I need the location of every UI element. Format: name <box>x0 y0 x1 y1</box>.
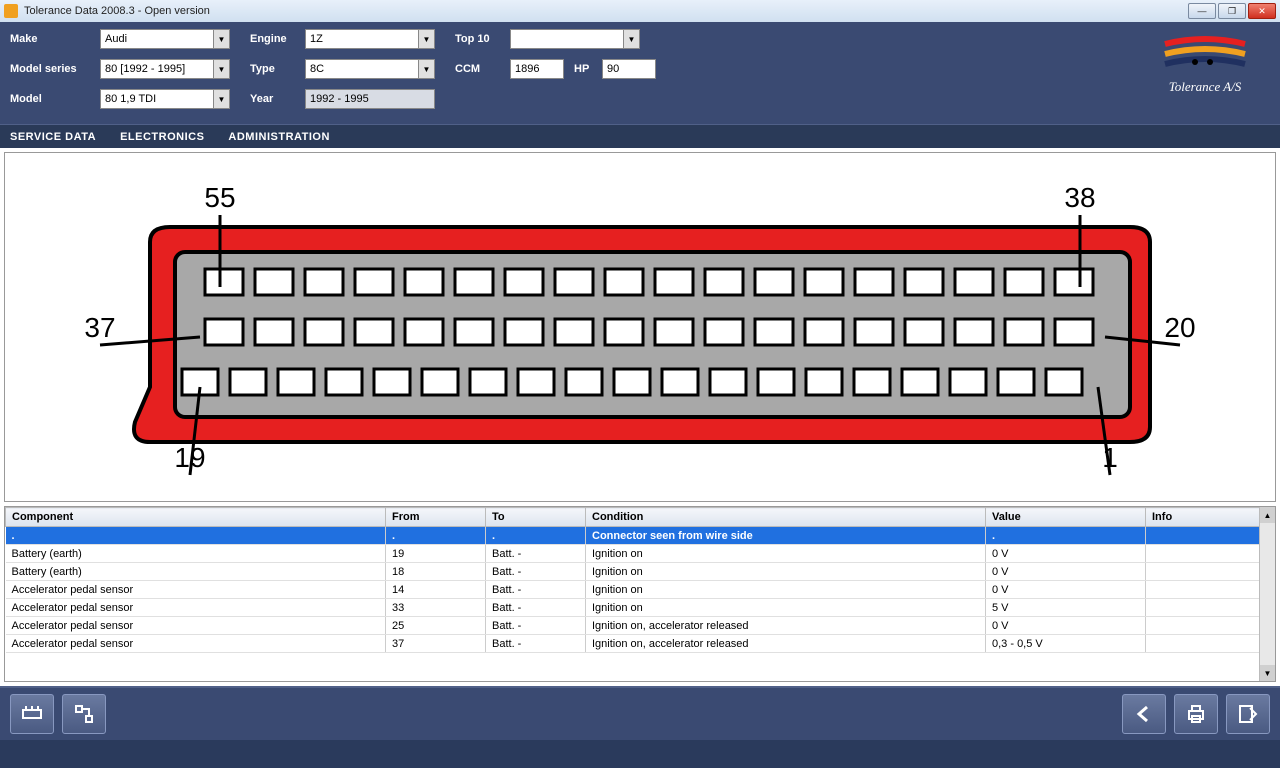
hp-label: HP <box>574 63 602 75</box>
column-header[interactable]: To <box>486 508 586 527</box>
menu-service-data[interactable]: SERVICE DATA <box>10 131 96 143</box>
filter-panel: Make Audi▼ Model series 80 [1992 - 1995]… <box>0 22 1280 124</box>
column-header[interactable]: From <box>386 508 486 527</box>
top10-combo[interactable]: ▼ <box>510 29 640 49</box>
content-area: 55 38 37 20 19 1 ComponentFromToConditionValu… <box>0 148 1280 686</box>
logo-text: Tolerance A/S <box>1160 79 1250 95</box>
back-button[interactable] <box>1122 694 1166 734</box>
svg-text:55: 55 <box>204 182 235 213</box>
table-row[interactable]: Accelerator pedal sensor37Batt. -Ignitio… <box>6 635 1275 653</box>
column-header[interactable]: Info <box>1146 508 1275 527</box>
svg-text:37: 37 <box>84 312 115 343</box>
window-titlebar: Tolerance Data 2008.3 - Open version — ❐… <box>0 0 1280 22</box>
engine-combo[interactable]: 1Z▼ <box>305 29 435 49</box>
chevron-down-icon: ▼ <box>213 90 229 108</box>
pin-table: ComponentFromToConditionValueInfo ...Con… <box>4 506 1276 682</box>
edit-button[interactable] <box>1226 694 1270 734</box>
maximize-button[interactable]: ❐ <box>1218 3 1246 19</box>
print-button[interactable] <box>1174 694 1218 734</box>
chevron-down-icon: ▼ <box>418 30 434 48</box>
svg-text:38: 38 <box>1064 182 1095 213</box>
tool-connector-button[interactable] <box>10 694 54 734</box>
connector-diagram: 55 38 37 20 19 1 <box>4 152 1276 502</box>
tool-circuit-button[interactable] <box>62 694 106 734</box>
engine-label: Engine <box>250 33 305 45</box>
menu-administration[interactable]: ADMINISTRATION <box>228 131 330 143</box>
scroll-up-icon[interactable]: ▲ <box>1260 507 1275 523</box>
year-display: 1992 - 1995 <box>305 89 435 109</box>
window-title: Tolerance Data 2008.3 - Open version <box>24 5 210 17</box>
chevron-down-icon: ▼ <box>213 60 229 78</box>
chevron-down-icon: ▼ <box>418 60 434 78</box>
bottom-toolbar <box>0 686 1280 740</box>
series-combo[interactable]: 80 [1992 - 1995]▼ <box>100 59 230 79</box>
model-label: Model <box>10 93 100 105</box>
hp-field[interactable]: 90 <box>602 59 656 79</box>
svg-text:20: 20 <box>1164 312 1195 343</box>
table-row[interactable]: Battery (earth)18Batt. -Ignition on0 V <box>6 563 1275 581</box>
column-header[interactable]: Value <box>986 508 1146 527</box>
logo: Tolerance A/S <box>1160 32 1250 95</box>
type-combo[interactable]: 8C▼ <box>305 59 435 79</box>
chevron-down-icon: ▼ <box>623 30 639 48</box>
ccm-field[interactable]: 1896 <box>510 59 564 79</box>
scrollbar[interactable]: ▲ ▼ <box>1259 507 1275 681</box>
minimize-button[interactable]: — <box>1188 3 1216 19</box>
main-menu: SERVICE DATA ELECTRONICS ADMINISTRATION <box>0 124 1280 148</box>
svg-text:19: 19 <box>174 442 205 473</box>
menu-electronics[interactable]: ELECTRONICS <box>120 131 204 143</box>
column-header[interactable]: Condition <box>586 508 986 527</box>
close-button[interactable]: ✕ <box>1248 3 1276 19</box>
table-row[interactable]: Accelerator pedal sensor25Batt. -Ignitio… <box>6 617 1275 635</box>
table-row[interactable]: Accelerator pedal sensor14Batt. -Ignitio… <box>6 581 1275 599</box>
chevron-down-icon: ▼ <box>213 30 229 48</box>
scroll-down-icon[interactable]: ▼ <box>1260 665 1275 681</box>
app-icon <box>4 4 18 18</box>
year-label: Year <box>250 93 305 105</box>
table-row[interactable]: Battery (earth)19Batt. -Ignition on0 V <box>6 545 1275 563</box>
svg-text:1: 1 <box>1102 442 1118 473</box>
table-row[interactable]: Accelerator pedal sensor33Batt. -Ignitio… <box>6 599 1275 617</box>
type-label: Type <box>250 63 305 75</box>
table-row[interactable]: ...Connector seen from wire side. <box>6 527 1275 545</box>
make-combo[interactable]: Audi▼ <box>100 29 230 49</box>
ccm-label: CCM <box>455 63 510 75</box>
column-header[interactable]: Component <box>6 508 386 527</box>
model-combo[interactable]: 80 1,9 TDI▼ <box>100 89 230 109</box>
series-label: Model series <box>10 63 100 75</box>
make-label: Make <box>10 33 100 45</box>
top10-label: Top 10 <box>455 33 510 45</box>
